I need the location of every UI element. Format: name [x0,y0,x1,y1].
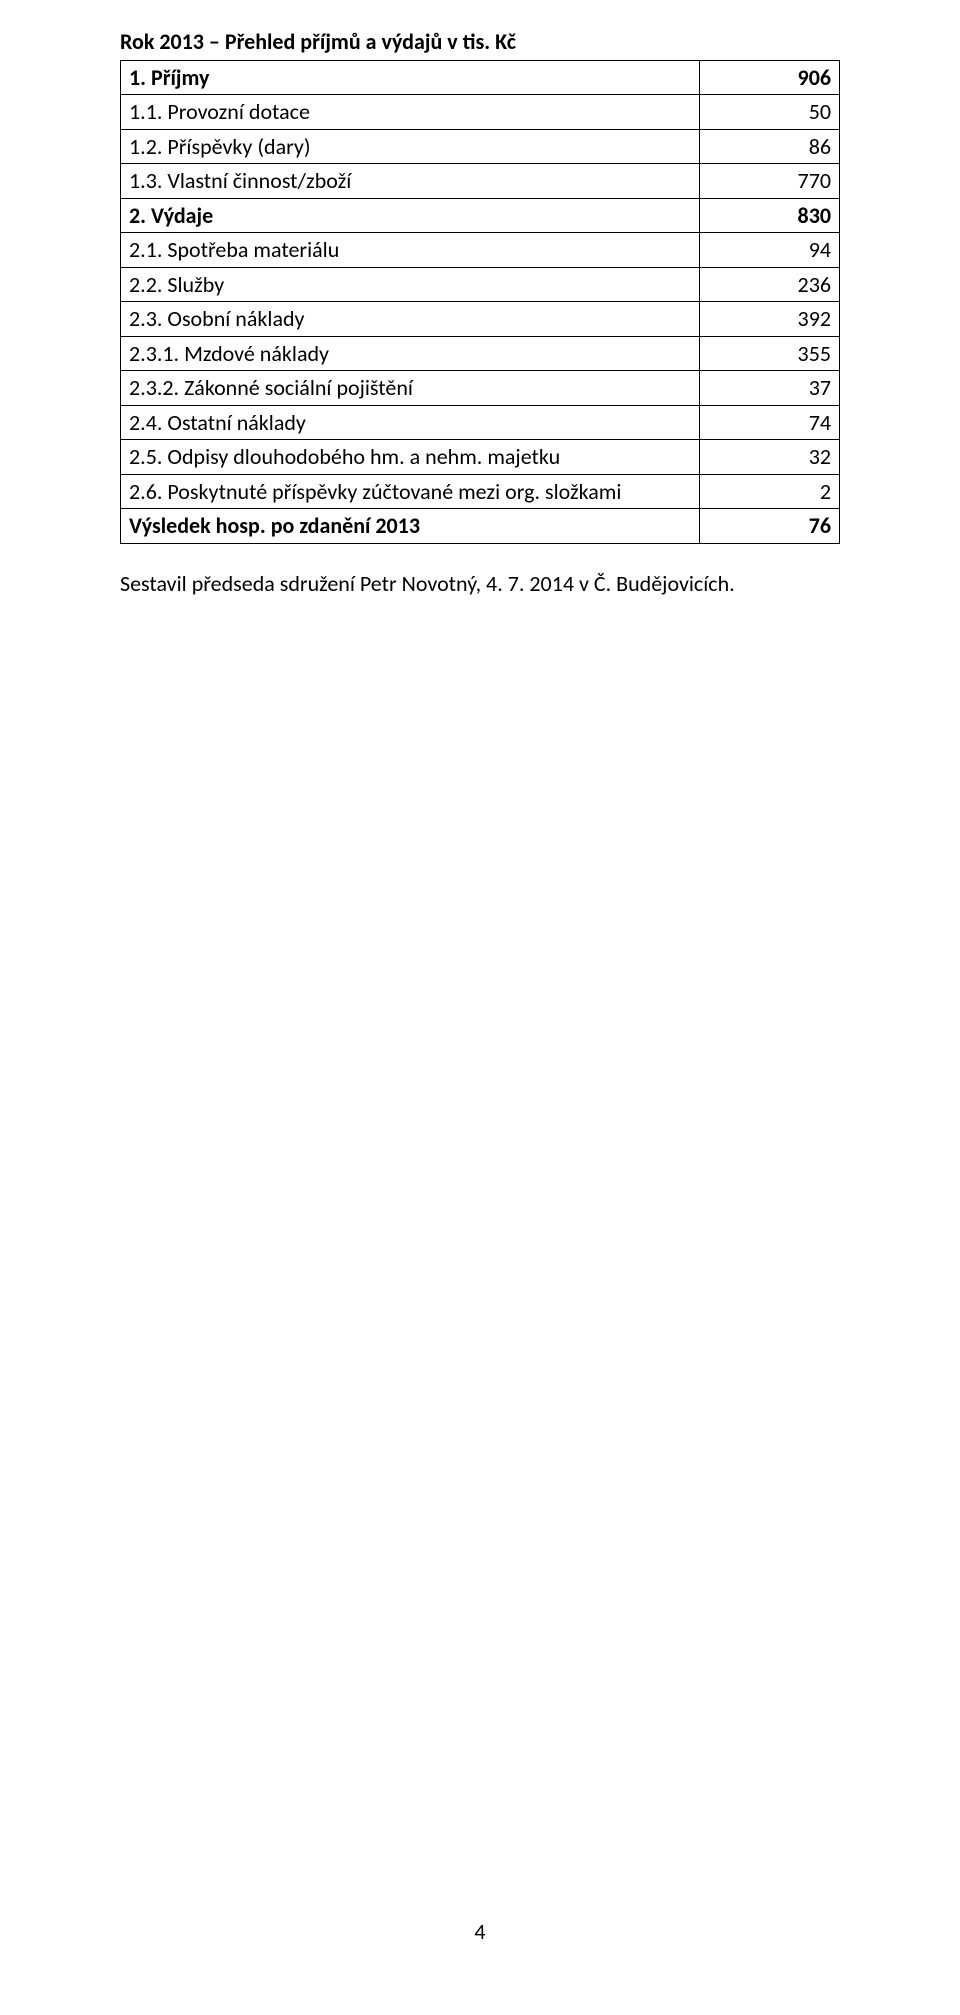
row-label: 1. Příjmy [121,60,700,95]
table-row: 1.2. Příspěvky (dary) 86 [121,129,840,164]
row-value: 2 [700,474,840,509]
row-value: 32 [700,440,840,475]
footer-text: Sestavil předseda sdružení Petr Novotný,… [120,570,840,598]
row-value: 50 [700,95,840,130]
row-label: 2.4. Ostatní náklady [121,405,700,440]
row-label: 2.2. Služby [121,267,700,302]
row-value: 76 [700,509,840,544]
table-row: 2.6. Poskytnuté příspěvky zúčtované mezi… [121,474,840,509]
row-label: 1.2. Příspěvky (dary) [121,129,700,164]
finance-table: 1. Příjmy 906 1.1. Provozní dotace 50 1.… [120,60,840,544]
table-row: 1. Příjmy 906 [121,60,840,95]
table-row: 2.3. Osobní náklady 392 [121,302,840,337]
row-label: 2.3.2. Zákonné sociální pojištění [121,371,700,406]
row-value: 906 [700,60,840,95]
row-label: 1.1. Provozní dotace [121,95,700,130]
row-value: 86 [700,129,840,164]
table-row: Výsledek hosp. po zdanění 2013 76 [121,509,840,544]
row-value: 74 [700,405,840,440]
table-row: 2.4. Ostatní náklady 74 [121,405,840,440]
row-label: 2.3. Osobní náklady [121,302,700,337]
row-label: Výsledek hosp. po zdanění 2013 [121,509,700,544]
row-value: 236 [700,267,840,302]
table-row: 2.3.2. Zákonné sociální pojištění 37 [121,371,840,406]
row-value: 830 [700,198,840,233]
table-row: 2.3.1. Mzdové náklady 355 [121,336,840,371]
document-title: Rok 2013 – Přehled příjmů a výdajů v tis… [120,28,840,56]
row-label: 2. Výdaje [121,198,700,233]
row-label: 1.3. Vlastní činnost/zboží [121,164,700,199]
table-row: 2.2. Služby 236 [121,267,840,302]
table-row: 1.1. Provozní dotace 50 [121,95,840,130]
row-label: 2.6. Poskytnuté příspěvky zúčtované mezi… [121,474,700,509]
page-number: 4 [0,1918,960,1946]
table-row: 2.5. Odpisy dlouhodobého hm. a nehm. maj… [121,440,840,475]
row-label: 2.3.1. Mzdové náklady [121,336,700,371]
document-page: Rok 2013 – Přehled příjmů a výdajů v tis… [0,0,960,2015]
row-value: 392 [700,302,840,337]
row-value: 94 [700,233,840,268]
table-row: 2. Výdaje 830 [121,198,840,233]
table-row: 2.1. Spotřeba materiálu 94 [121,233,840,268]
row-value: 37 [700,371,840,406]
row-value: 770 [700,164,840,199]
row-value: 355 [700,336,840,371]
row-label: 2.5. Odpisy dlouhodobého hm. a nehm. maj… [121,440,700,475]
row-label: 2.1. Spotřeba materiálu [121,233,700,268]
table-row: 1.3. Vlastní činnost/zboží 770 [121,164,840,199]
